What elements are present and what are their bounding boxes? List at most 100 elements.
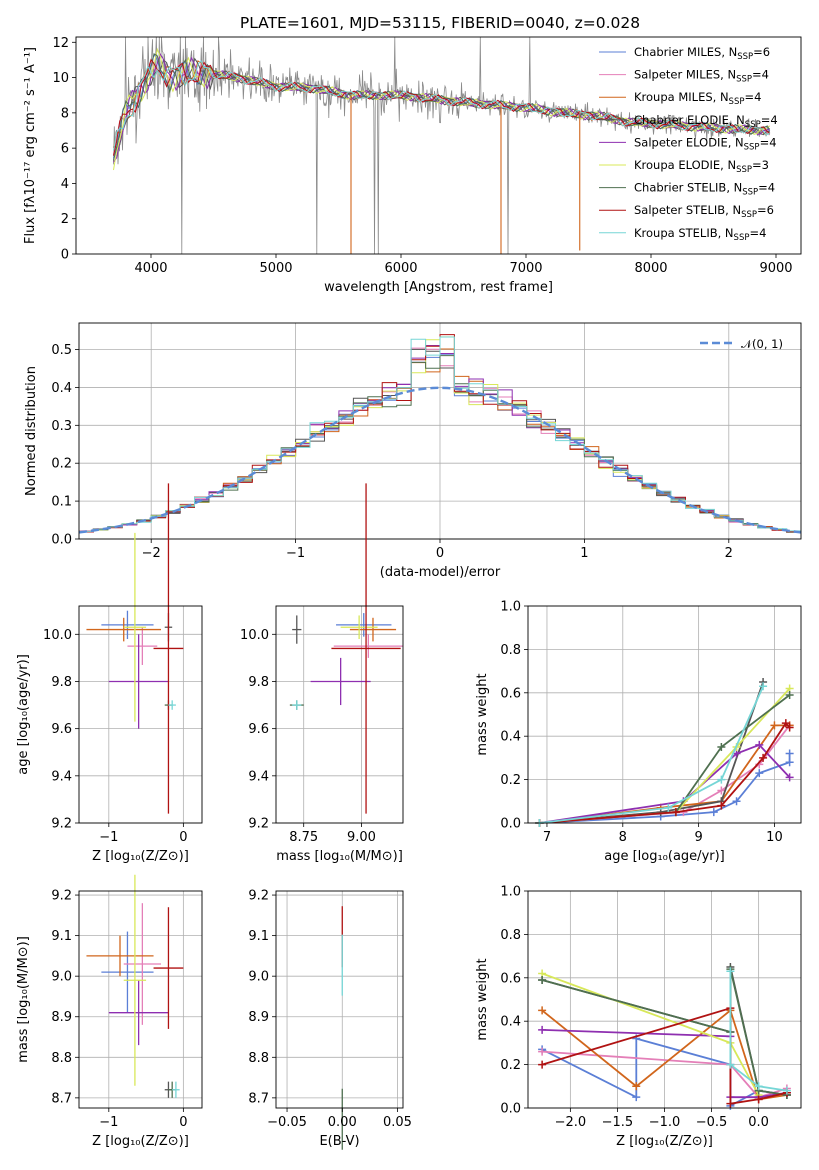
x-tick-label: 9	[694, 830, 702, 845]
y-tick-label: 0.4	[500, 1015, 521, 1030]
y-tick-label: 8.8	[51, 1051, 72, 1066]
x-tick-label: 4000	[134, 261, 167, 276]
weight-marker-salpeter-stelib	[726, 1099, 735, 1108]
y-tick-label: 4	[61, 177, 69, 192]
axes-frame	[275, 605, 404, 824]
y-tick-label: 9.6	[248, 722, 269, 737]
x-tick-label: 7	[543, 830, 551, 845]
y-tick-label: 0.2	[500, 773, 521, 788]
x-tick-label: −2.0	[555, 1115, 587, 1130]
axes-frame	[275, 890, 404, 1109]
axes-frame	[78, 890, 203, 1109]
legend-label-gaussian: 𝒩(0, 1)	[741, 337, 783, 351]
weight-marker-kroupa-miles	[770, 721, 779, 730]
weight-marker-kroupa-miles	[538, 1006, 547, 1015]
x-tick-label: −0.5	[696, 1115, 728, 1130]
weight-marker-chabrier-miles	[785, 749, 794, 758]
y-tick-label: 8.8	[248, 1051, 269, 1066]
y-tick-label: 10.0	[240, 628, 269, 643]
model-spectrum-kroupa-stelib	[113, 59, 771, 151]
x-tick-label: 0	[179, 1115, 187, 1130]
gaussian-reference-curve	[78, 386, 802, 534]
weight-marker-chabrier-miles	[785, 758, 794, 767]
weight-line-kroupa-stelib	[539, 685, 764, 824]
weight-marker-salpeter-elodie	[538, 1025, 547, 1034]
x-axis-label: Z [log₁₀(Z/Z⊙)]	[92, 1134, 189, 1149]
plot-area	[86, 483, 184, 814]
x-tick-label: 8	[619, 830, 627, 845]
x-tick-label: 2	[725, 546, 733, 561]
axes-frame	[527, 605, 802, 824]
x-axis-label: Z [log₁₀(Z/Z⊙)]	[92, 849, 189, 864]
y-tick-label: 0.4	[500, 730, 521, 745]
weight-marker-kroupa-stelib	[759, 682, 768, 691]
weight-marker-chabrier-stelib	[717, 743, 726, 752]
weight-marker-salpeter-miles	[717, 786, 726, 795]
weight-marker-salpeter-stelib	[754, 1095, 763, 1104]
weight-marker-salpeter-stelib	[759, 753, 768, 762]
weight-marker-salpeter-miles	[538, 1047, 547, 1056]
x-axis-label: age [log₁₀(age/yr)]	[604, 849, 725, 864]
legend-label-salpeter-elodie: Salpeter ELODIE, NSSP=4	[634, 135, 777, 152]
y-tick-label: 0.5	[51, 343, 72, 358]
weight-marker-chabrier-miles	[709, 808, 718, 817]
histogram-step-chabrier-stelib	[79, 355, 801, 533]
y-axis-label: Flux [fλ10⁻¹⁷ erg cm⁻² s⁻¹ A⁻¹]	[23, 47, 38, 244]
y-tick-label: 9.2	[51, 889, 72, 904]
y-tick-label: 9.2	[248, 889, 269, 904]
y-tick-label: 1.0	[500, 600, 521, 615]
weight-marker-kroupa-stelib	[717, 775, 726, 784]
x-tick-label: −0.05	[267, 1115, 307, 1130]
x-tick-label: −2	[142, 546, 161, 561]
mass-vs-extinction-axes: −0.05 0.00 0.05 8.7 8.8 8.9 9.0 9.1 9.2 E(B-V)	[248, 889, 412, 1150]
plot-area	[535, 677, 794, 827]
y-tick-label: 0.0	[51, 533, 72, 548]
plot-area	[289, 483, 403, 814]
legend-label-kroupa-elodie: Kroupa ELODIE, NSSP=3	[634, 158, 769, 175]
x-tick-label: 0.0	[748, 1115, 769, 1130]
weight-marker-salpeter-stelib	[781, 719, 790, 728]
y-tick-label: 9.4	[248, 769, 269, 784]
y-tick-label: 9.0	[248, 970, 269, 985]
x-axis-label: Z [log₁₀(Z/Z⊙)]	[616, 1134, 713, 1149]
weight-marker-salpeter-stelib	[538, 1060, 547, 1069]
x-tick-label: −1	[99, 1115, 118, 1130]
y-tick-label: 9.8	[51, 675, 72, 690]
x-tick-label: −1.0	[649, 1115, 681, 1130]
x-tick-label: 8000	[634, 261, 667, 276]
weight-marker-chabrier-miles	[632, 1093, 641, 1102]
spectrum-legend: Chabrier MILES, NSSP=6 Salpeter MILES, NS…	[599, 45, 778, 243]
weight-marker-kroupa-stelib	[726, 967, 735, 976]
age-vs-metallicity-axes: −1 0 9.2 9.4 9.6 9.8 10.0 Z [log₁₀(Z/Z⊙)] age [l…	[16, 483, 203, 864]
residual-histogram-axes: −2 −1 0 1 2 0.0 0.1 0.2 0.3 0.4 0.5 (data-model)/er…	[24, 322, 802, 580]
y-tick-label: 0.2	[51, 457, 72, 472]
y-tick-label: 0.6	[500, 971, 521, 986]
plot-area	[538, 962, 791, 1110]
weight-marker-chabrier-stelib	[785, 690, 794, 699]
x-tick-label: 7000	[509, 261, 542, 276]
spectrum-axes: 4000 5000 6000 7000 8000 9000 0 2 4 6 8 10 12 wavelen…	[23, 36, 802, 295]
y-tick-label: 0.3	[51, 419, 72, 434]
y-tick-label: 9.8	[248, 675, 269, 690]
y-tick-label: 0.0	[500, 1102, 521, 1117]
x-tick-label: 9.00	[347, 830, 376, 845]
model-spectrum-chabrier-elodie	[113, 57, 770, 149]
y-tick-label: 9.2	[51, 817, 72, 832]
axes-frame	[75, 36, 802, 255]
age-vs-mass-axes: 8.75 9.00 9.2 9.4 9.6 9.8 10.0 mass [log₁₀(M/M⊙…	[240, 483, 404, 864]
x-tick-label: 0	[179, 830, 187, 845]
legend-label-chabrier-stelib: Chabrier STELIB, NSSP=4	[634, 181, 775, 198]
weight-marker-chabrier-miles	[732, 797, 741, 806]
weight-marker-salpeter-elodie	[755, 740, 764, 749]
x-tick-label: −1	[99, 830, 118, 845]
spectrum-title: PLATE=1601, MJD=53115, FIBERID=0040, z=0…	[240, 14, 640, 32]
y-tick-label: 8	[61, 106, 69, 121]
legend-label-salpeter-stelib: Salpeter STELIB, NSSP=6	[634, 203, 774, 220]
y-tick-label: 9.6	[51, 722, 72, 737]
x-tick-label: −1	[286, 546, 305, 561]
y-tick-label: 10.0	[43, 628, 72, 643]
y-tick-label: 0.6	[500, 686, 521, 701]
plot-area	[113, 36, 771, 255]
